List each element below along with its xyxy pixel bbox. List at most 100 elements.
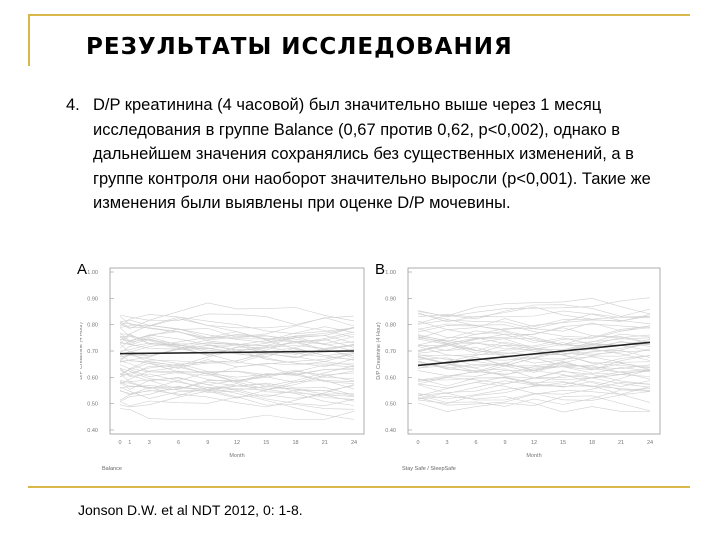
patient-line: [119, 369, 355, 390]
patient-line: [417, 369, 651, 389]
x-tick-label: 0: [416, 440, 419, 446]
patient-line: [417, 336, 651, 355]
patient-line: [119, 339, 355, 378]
y-tick-label: 1.00: [87, 270, 98, 276]
x-tick-label: 15: [263, 440, 269, 446]
patient-line: [417, 357, 651, 374]
x-tick-label: 24: [351, 440, 357, 446]
y-tick-label: 0.40: [385, 428, 396, 434]
frame-line-left: [28, 14, 30, 66]
y-tick-label: 0.60: [385, 375, 396, 381]
patient-line: [119, 317, 355, 354]
patient-line: [417, 338, 651, 356]
patient-line: [119, 314, 355, 340]
patient-line: [119, 386, 355, 401]
patient-line: [119, 302, 355, 329]
x-tick-label: 9: [206, 440, 209, 446]
x-tick-label: 18: [589, 440, 595, 446]
x-tick-label: 18: [292, 440, 298, 446]
patient-line: [119, 380, 355, 396]
y-axis-label: D/P Creatinine (4 Hour): [376, 322, 382, 380]
patient-line: [119, 335, 355, 362]
patient-line: [417, 346, 651, 375]
patient-line: [119, 313, 355, 325]
patient-line: [417, 327, 651, 354]
patient-line: [119, 370, 355, 390]
patient-line: [417, 335, 651, 351]
list-item-number: 4.: [66, 96, 80, 114]
patient-line: [119, 385, 355, 407]
patient-line: [417, 331, 651, 348]
patient-line: [119, 370, 355, 386]
patient-line: [119, 370, 355, 408]
patient-line: [417, 304, 651, 324]
patient-line: [119, 367, 355, 383]
patient-line: [119, 348, 355, 382]
patient-line: [417, 356, 651, 392]
patient-line: [417, 337, 651, 370]
panel-label-b: B: [375, 261, 386, 278]
patient-line: [119, 381, 355, 394]
patient-line: [417, 391, 651, 401]
patient-line: [119, 326, 355, 356]
y-tick-label: 0.90: [87, 296, 98, 302]
patient-line: [417, 395, 651, 412]
patient-line: [119, 353, 355, 406]
y-tick-label: 0.50: [385, 402, 396, 408]
y-axis-label: D/P Creatinine (4 Hour): [80, 322, 84, 380]
x-tick-label: 9: [503, 440, 506, 446]
x-tick-label: 15: [560, 440, 566, 446]
patient-line: [417, 348, 651, 369]
x-tick-label: 6: [177, 440, 180, 446]
y-tick-label: 0.90: [385, 296, 396, 302]
trend-line: [119, 350, 355, 355]
x-axis-label: Month: [526, 453, 541, 459]
x-tick-label: 12: [531, 440, 537, 446]
patient-line: [119, 408, 355, 420]
patient-line: [417, 327, 651, 343]
patient-line: [417, 337, 651, 369]
patient-line: [119, 324, 355, 345]
x-tick-label: 6: [474, 440, 477, 446]
chart-panel-a: 1.00 0.90 0.80 0.70 0.60 0.50 0.40 0 1 3 6 9 12 15 18 2…: [80, 267, 365, 472]
x-tick-label: 0: [118, 440, 121, 446]
group-label: Balance: [102, 466, 122, 472]
patient-line: [119, 359, 355, 383]
patient-line: [417, 355, 651, 380]
patient-line: [417, 385, 651, 404]
x-tick-label: 12: [234, 440, 240, 446]
x-tick-label: 21: [618, 440, 624, 446]
patient-line: [417, 386, 651, 406]
x-axis-label: Month: [229, 453, 244, 459]
patient-line: [417, 337, 651, 364]
x-tick-label: 3: [148, 440, 151, 446]
patient-line: [417, 306, 651, 320]
patient-line: [119, 336, 355, 353]
patient-line: [417, 377, 651, 388]
y-tick-label: 0.80: [87, 323, 98, 329]
patient-line: [119, 368, 355, 410]
patient-line: [417, 382, 651, 400]
patient-line: [417, 371, 651, 400]
group-label: Stay Safe / SleepSafe: [402, 466, 456, 472]
patient-line: [417, 314, 651, 339]
y-tick-label: 0.40: [87, 428, 98, 434]
slide-title: РЕЗУЛЬТАТЫ ИССЛЕДОВАНИЯ: [86, 34, 513, 60]
y-tick-label: 0.70: [385, 349, 396, 355]
patient-line: [119, 354, 355, 395]
frame-line-top: [28, 14, 690, 16]
list-item-4: 4. D/P креатинина (4 часовой) был значит…: [66, 93, 686, 216]
patient-line: [417, 313, 651, 330]
citation: Jonson D.W. et al NDT 2012, 0: 1-8.: [78, 502, 303, 518]
y-tick-label: 0.50: [87, 402, 98, 408]
x-tick-label: 3: [445, 440, 448, 446]
panel-label-a: A: [77, 261, 88, 278]
patient-line: [417, 344, 651, 363]
patient-line: [417, 310, 651, 325]
chart-panel-b: 1.00 0.90 0.80 0.70 0.60 0.50 0.40 0 3 6 9 12 15 18 21…: [376, 267, 661, 472]
patient-line: [417, 360, 651, 377]
x-tick-label: 24: [647, 440, 653, 446]
y-tick-label: 0.70: [87, 349, 98, 355]
y-tick-label: 1.00: [385, 270, 396, 276]
patient-line: [417, 338, 651, 354]
